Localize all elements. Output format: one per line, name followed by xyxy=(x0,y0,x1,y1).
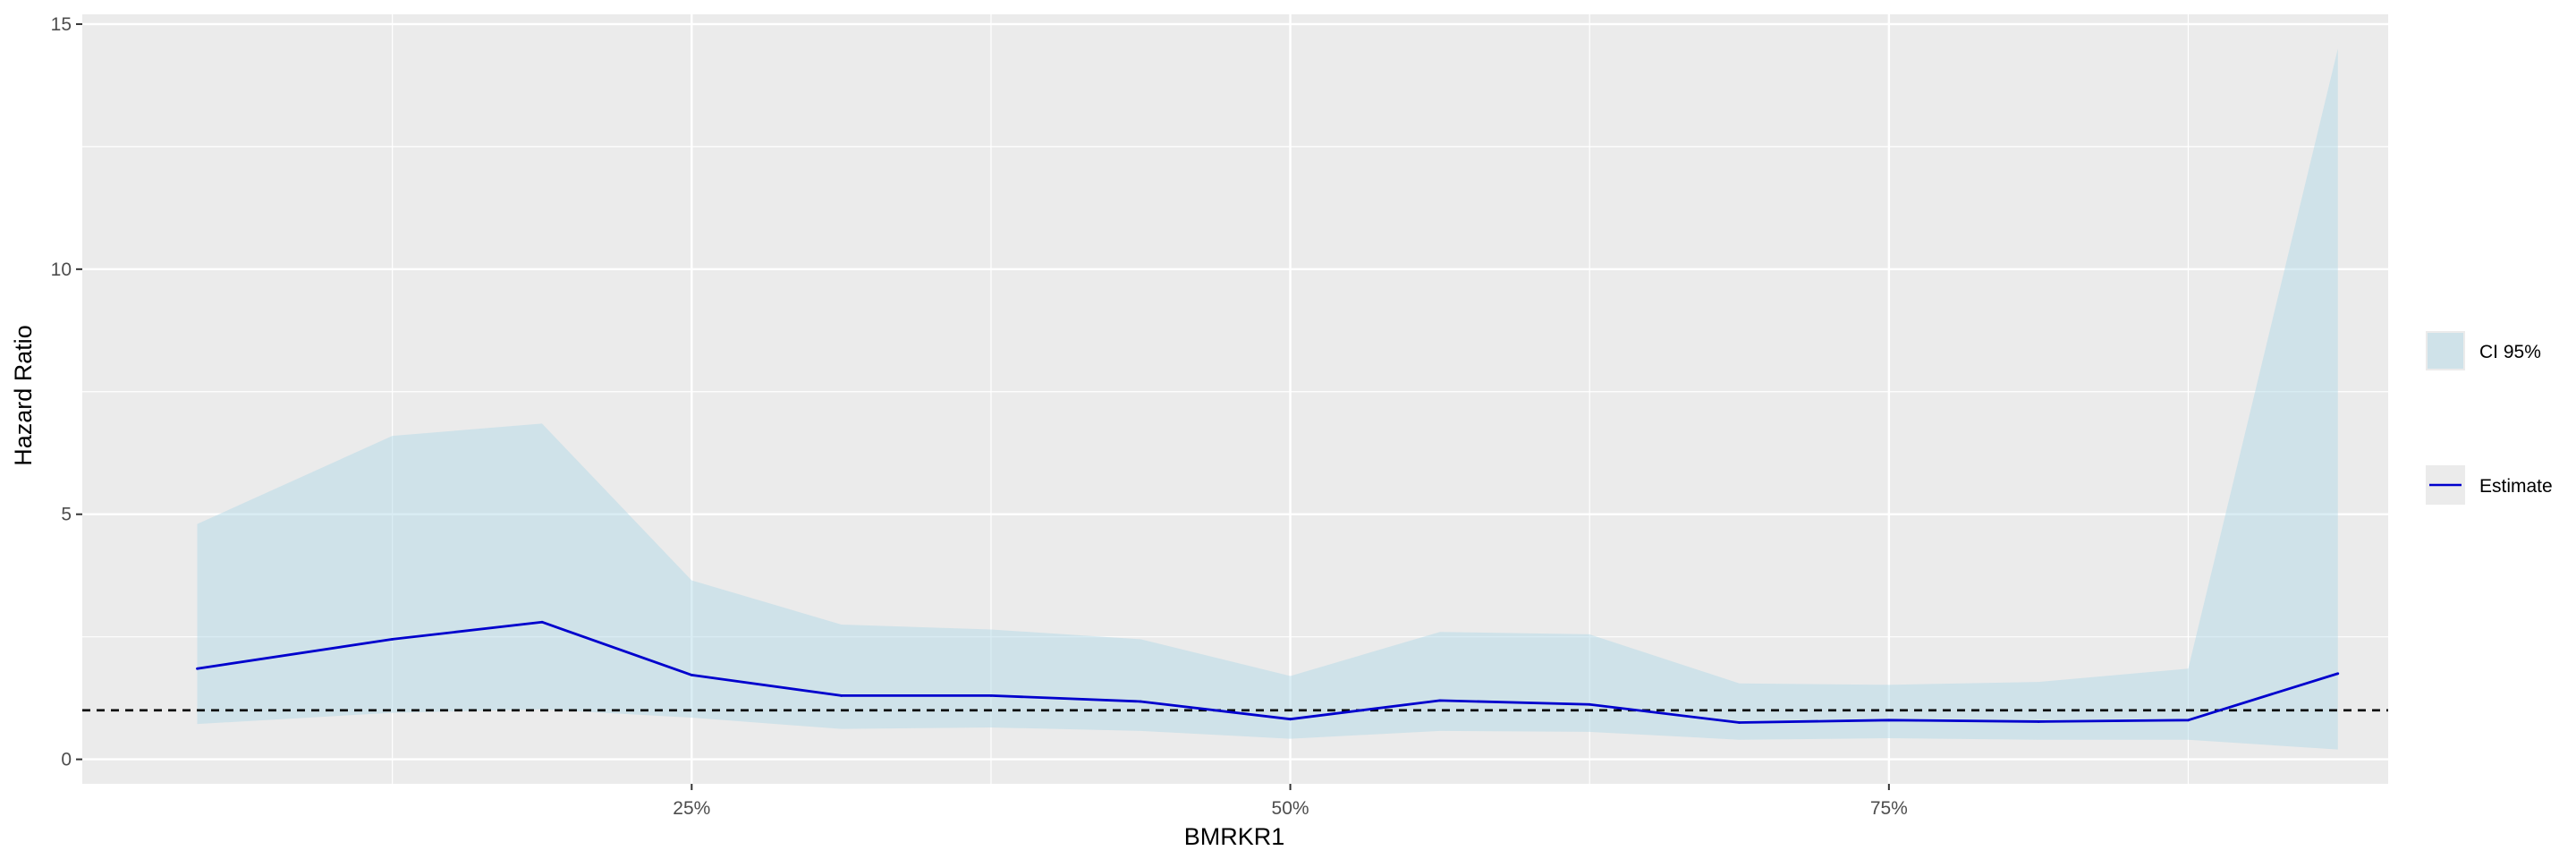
estimate-point xyxy=(690,673,693,676)
panel-background xyxy=(82,14,2388,784)
estimate-point xyxy=(840,694,843,697)
legend-swatch-ci xyxy=(2428,333,2463,369)
x-tick-label: 50% xyxy=(1272,798,1309,819)
y-tick-label: 10 xyxy=(51,259,72,280)
legend-key-ci xyxy=(2426,331,2465,370)
y-tick-label: 0 xyxy=(61,750,72,770)
estimate-point xyxy=(1887,719,1891,722)
major-gridlines xyxy=(82,14,2388,784)
x-tick-label: 25% xyxy=(673,798,710,819)
legend-label-estimate: Estimate xyxy=(2479,476,2553,497)
x-tick-label: 75% xyxy=(1870,798,1908,819)
estimate-point xyxy=(1738,721,1741,724)
y-axis-title: Hazard Ratio xyxy=(10,325,37,466)
estimate-point xyxy=(2187,719,2190,722)
x-axis-title: BMRKR1 xyxy=(1184,823,1285,850)
x-axis: 25% 50% 75% xyxy=(673,784,1908,819)
legend-label-ci: CI 95% xyxy=(2479,342,2541,362)
estimate-point xyxy=(1588,702,1591,706)
estimate-point xyxy=(989,694,993,697)
legend: CI 95% Estimate xyxy=(2426,331,2553,505)
estimate-line-layer xyxy=(196,620,2340,724)
estimate-point xyxy=(196,667,199,670)
estimate-point xyxy=(1139,700,1142,703)
minor-gridlines xyxy=(82,14,2388,784)
estimate-point xyxy=(2037,720,2040,723)
estimate-point xyxy=(391,638,394,641)
y-tick-label: 5 xyxy=(61,505,72,525)
y-axis: 0 5 10 15 xyxy=(51,14,82,770)
ci-ribbon xyxy=(197,48,2338,750)
y-tick-label: 15 xyxy=(51,14,72,35)
estimate-point xyxy=(540,620,544,624)
estimate-point xyxy=(1438,699,1442,702)
ci-ribbon-layer xyxy=(197,48,2338,750)
estimate-point xyxy=(1289,718,1292,721)
estimate-point xyxy=(2336,672,2340,676)
